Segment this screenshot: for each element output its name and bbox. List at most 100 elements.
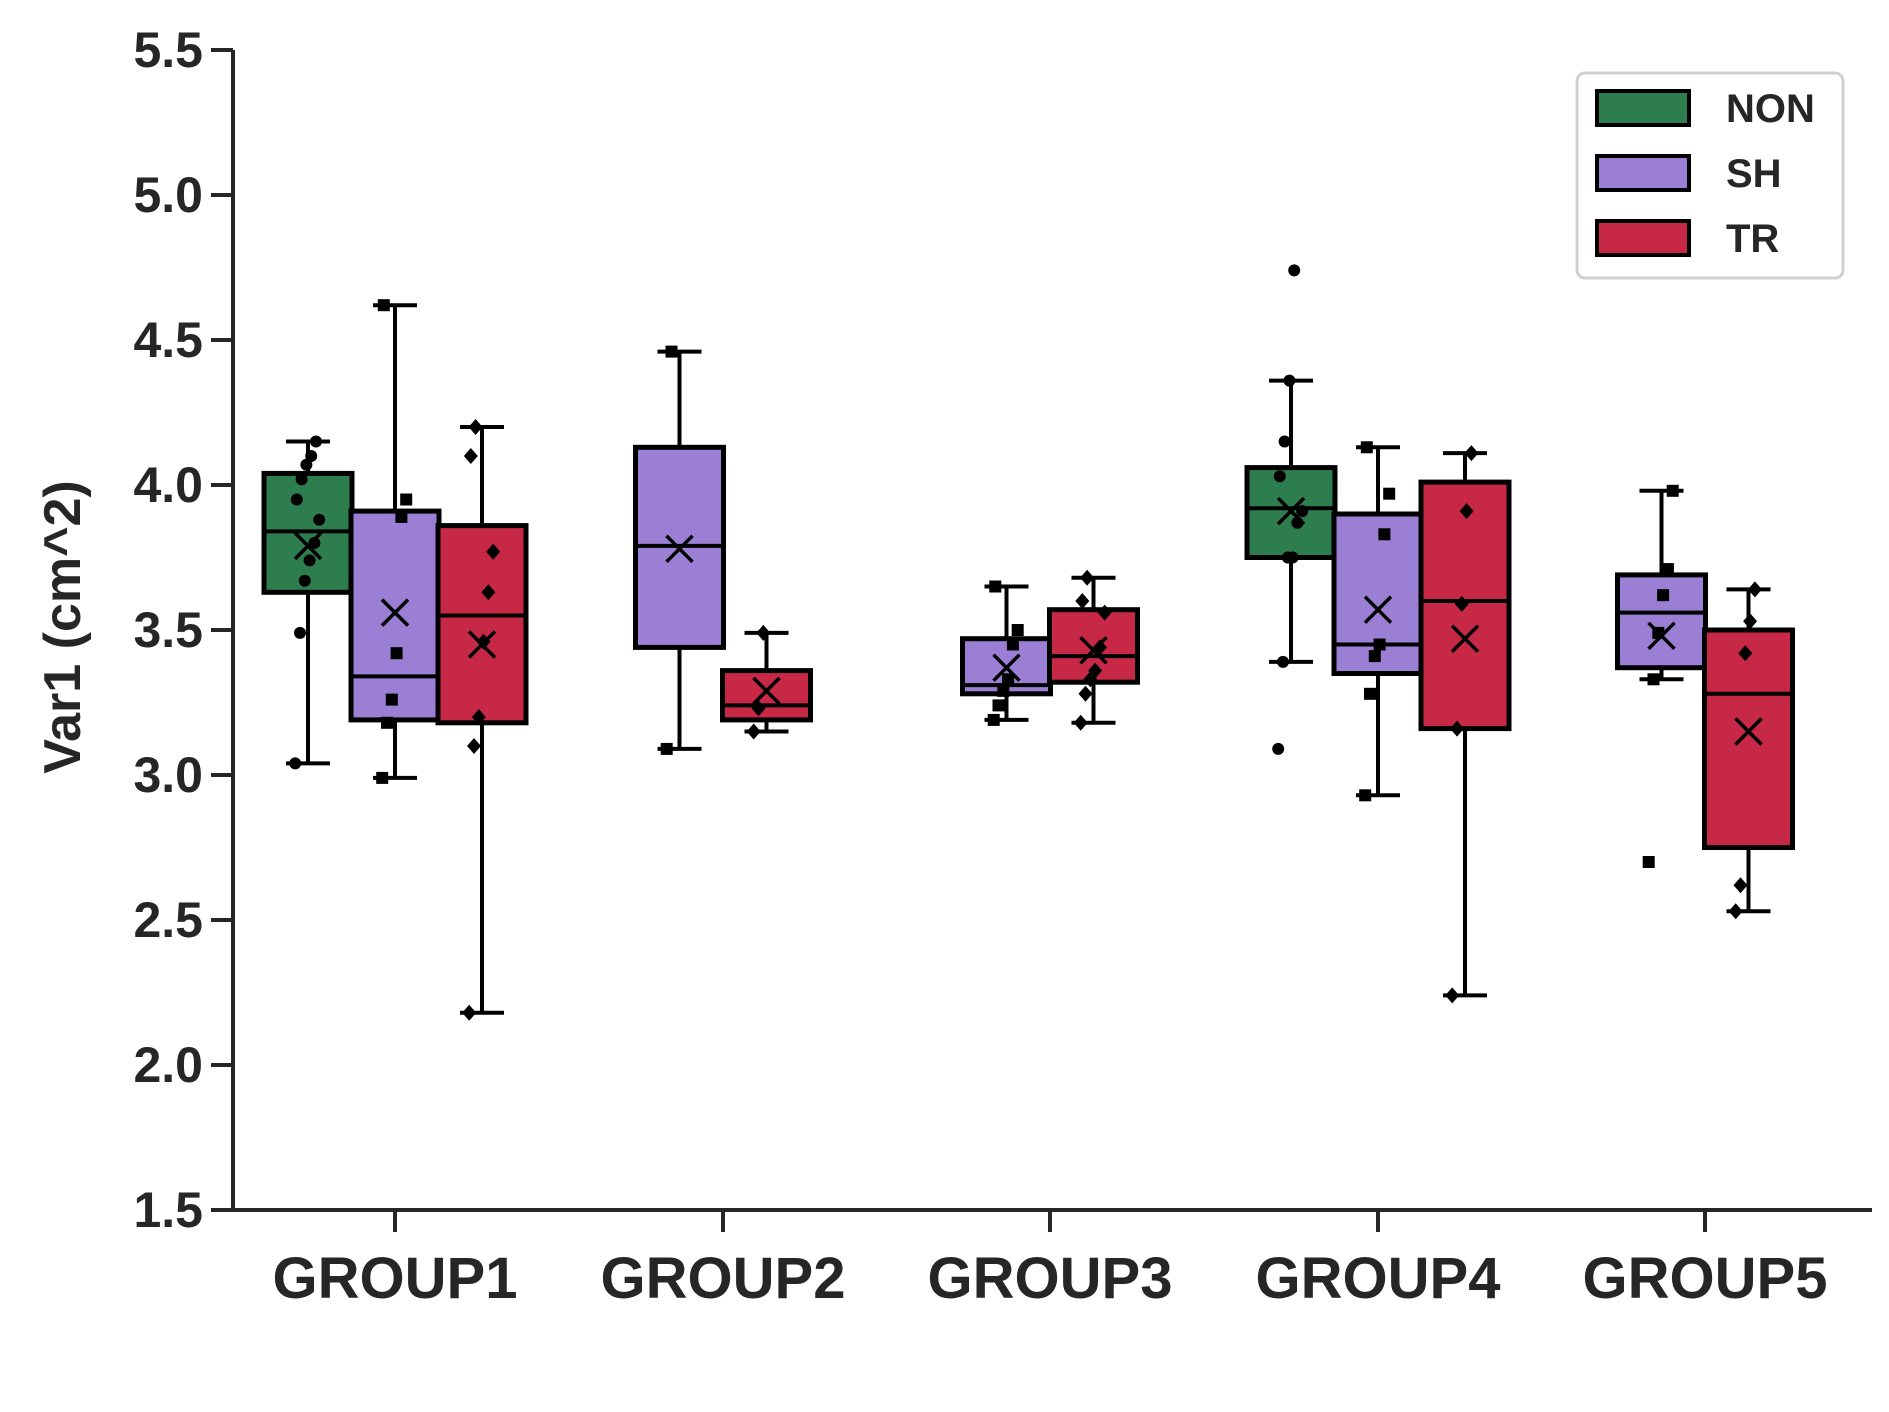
data-point	[1080, 569, 1095, 586]
y-tick-label: 2.0	[133, 1037, 203, 1093]
data-point	[390, 647, 403, 660]
mean-marker	[1734, 717, 1763, 746]
data-point	[1642, 856, 1655, 868]
data-point	[1378, 528, 1391, 541]
data-point	[1283, 374, 1296, 387]
box-tr-group4	[1418, 445, 1512, 1004]
data-point	[1097, 604, 1112, 621]
mean-marker	[1363, 595, 1393, 624]
box-tr-group2	[720, 624, 813, 740]
data-point	[395, 510, 408, 523]
iqr-box	[1702, 627, 1795, 850]
data-point	[1450, 720, 1464, 737]
box-tr-group5	[1702, 581, 1795, 920]
mean-marker	[665, 534, 694, 564]
y-tick-label: 5.5	[133, 22, 203, 78]
data-point	[481, 584, 496, 601]
mean-marker	[1450, 624, 1480, 653]
data-point	[1075, 593, 1090, 609]
data-point	[1368, 650, 1381, 663]
data-point	[1364, 687, 1376, 700]
mean-marker	[380, 598, 410, 627]
data-point	[400, 493, 413, 506]
data-point	[1459, 503, 1474, 520]
data-point	[381, 716, 393, 729]
data-point	[1747, 581, 1762, 598]
data-point	[1464, 445, 1479, 462]
box-sh-group3	[960, 580, 1053, 726]
data-point	[1733, 877, 1748, 894]
box-sh-group4	[1331, 441, 1425, 802]
iqr-box	[1615, 572, 1708, 671]
x-tick-label: GROUP4	[1256, 1246, 1501, 1311]
data-point	[992, 699, 1005, 712]
data-point	[471, 709, 486, 725]
box-tr-group1	[435, 419, 529, 1021]
data-point	[1666, 484, 1679, 497]
data-point	[989, 580, 1002, 593]
data-point	[1743, 613, 1758, 630]
data-point	[1273, 470, 1286, 483]
data-point	[1286, 551, 1299, 564]
data-point	[1383, 487, 1396, 500]
y-tick-label: 4.5	[133, 312, 203, 368]
y-tick-label: 2.5	[133, 892, 203, 948]
data-point	[1359, 789, 1372, 802]
x-tick-label: GROUP1	[273, 1246, 518, 1311]
data-point	[295, 473, 308, 486]
data-point	[1445, 987, 1460, 1004]
data-point	[1657, 589, 1670, 602]
iqr-box	[348, 508, 442, 723]
data-point	[486, 543, 501, 560]
data-point	[467, 738, 481, 754]
mean-marker	[752, 676, 781, 706]
y-axis-label: Var1 (cm^2)	[34, 480, 92, 773]
x-tick-label: GROUP2	[601, 1246, 846, 1311]
data-point	[376, 771, 389, 784]
box-non-group1	[261, 435, 355, 770]
data-point	[305, 450, 318, 462]
data-point	[463, 448, 478, 464]
data-point	[1738, 645, 1753, 662]
y-tick-label: 4.0	[133, 457, 203, 513]
data-point	[746, 723, 761, 740]
data-point	[468, 419, 483, 435]
legend-swatch-tr	[1595, 219, 1691, 257]
legend: NON SH TR	[1575, 71, 1845, 280]
box-non-group4	[1244, 264, 1338, 755]
data-point	[1728, 903, 1743, 920]
data-point	[303, 554, 316, 567]
data-point	[1073, 714, 1088, 731]
iqr-box	[435, 523, 529, 726]
data-point	[289, 757, 302, 770]
data-point	[660, 742, 673, 755]
data-point	[997, 684, 1010, 697]
data-point	[294, 626, 306, 639]
legend-swatch-sh	[1595, 154, 1691, 192]
data-point	[290, 493, 303, 506]
data-point	[1011, 624, 1024, 636]
data-point	[1002, 673, 1015, 686]
data-point	[1272, 742, 1285, 755]
data-point	[298, 574, 311, 587]
iqr-box	[720, 668, 813, 723]
data-point	[1078, 685, 1093, 702]
mean-marker	[992, 653, 1021, 682]
data-point	[1288, 264, 1301, 277]
data-point	[313, 513, 326, 526]
data-point	[308, 537, 321, 549]
boxes-layer	[261, 264, 1795, 1021]
legend-swatch-non	[1595, 89, 1691, 127]
box-sh-group5	[1615, 484, 1708, 868]
data-point	[987, 713, 1000, 726]
data-point	[1278, 435, 1291, 448]
data-point	[1277, 655, 1289, 668]
x-tick-label: GROUP3	[928, 1246, 1173, 1311]
data-point	[1647, 673, 1660, 686]
axes: 1.5 2.0 2.5 3.0 3.5 4.0 4.5 5.0 5.5 GROUP1 GROUP2 G…	[133, 22, 1872, 1311]
y-tick-label: 3.0	[133, 747, 203, 803]
y-tick-label: 5.0	[133, 167, 203, 223]
x-tick-label: GROUP5	[1583, 1246, 1828, 1311]
